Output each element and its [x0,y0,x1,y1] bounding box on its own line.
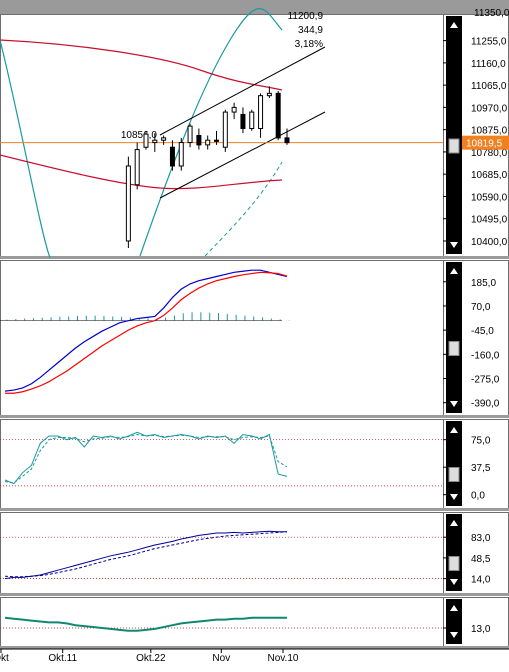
scrollbar-rsi[interactable] [446,514,462,591]
bollinger-lower-dashed-line [204,161,283,257]
top-value-label: 11350,0 [474,8,509,19]
panel-frame-bottom [0,597,509,647]
info-value-1: 11200,9 [288,11,324,22]
price-tick-label: 10685,0 [471,170,508,181]
candle-body [161,137,167,141]
ma-lower-line [0,154,283,190]
scroll-up-icon[interactable] [450,22,458,28]
candle-body [258,95,264,129]
candle-body [134,149,140,186]
price-tick-label: 10875,0 [471,126,508,137]
candle-body [222,111,228,148]
candle-body [196,135,202,146]
scroll-thumb[interactable] [448,138,460,154]
candle-body [187,125,193,144]
scrollbar-price[interactable] [446,16,462,254]
macd-line [4,269,288,392]
x-tick-label: Okt.11 [48,653,77,664]
info-value-3: 3,18% [295,39,323,50]
scroll-thumb[interactable] [448,341,460,356]
scroll-up-icon[interactable] [450,268,458,274]
candle-body [231,106,237,113]
scroll-up-icon[interactable] [450,520,458,526]
info-value-2: 344,9 [298,25,323,36]
candle-body [240,113,246,129]
last-price-tag-label: 10819,5 [466,139,503,150]
bottom-indicator-line [4,616,287,632]
scroll-up-icon[interactable] [450,605,458,611]
scroll-down-icon[interactable] [450,401,458,407]
x-tick-label: Okt [0,653,9,664]
tick-label-rsi: 83,0 [471,533,491,544]
bollinger-lower-left-line [0,39,51,259]
scrollbar-macd[interactable] [446,262,462,413]
price-tick-label: 11255,0 [471,37,507,48]
tick-label-rsi: 48,5 [471,554,491,565]
tick-label-macd: -45,0 [471,326,494,337]
tick-label-macd: -160,0 [471,350,500,361]
scroll-down-icon[interactable] [450,632,458,638]
tick-label-stochastic: 37,5 [471,463,491,474]
stoch-k-line [4,431,288,485]
x-tick-label: Nov.10 [268,653,299,664]
candle-body [152,139,158,144]
candle-body [284,137,290,144]
tick-label-macd: -275,0 [471,375,500,386]
x-tick-label: Okt.22 [136,653,166,664]
scroll-up-icon[interactable] [450,427,458,433]
tick-label-stochastic: 0,0 [471,491,485,502]
channel-lower-line [159,111,326,199]
ma-upper-line [0,39,283,91]
rsi-line [4,530,287,580]
candle-body [266,92,272,97]
tick-label-bottom: 13,0 [471,624,491,635]
price-tick-label: 10970,0 [471,103,508,114]
panel-frame-stochastic [0,419,509,509]
candle-body [275,92,281,139]
price-tick-label: 10590,0 [471,192,508,203]
panel-separator-macd [0,415,509,418]
price-marker-label: 10856,0 [121,130,158,141]
scroll-thumb[interactable] [448,556,460,571]
price-tick-label: 10495,0 [471,215,508,226]
panel-separator-bottom [0,646,509,649]
tick-label-stochastic: 75,0 [471,436,491,447]
last-price-tag [462,135,509,150]
panel-frame-price [0,14,509,257]
panel-frame-rsi [0,512,509,594]
bollinger-upper-line [139,8,283,257]
candle-body [169,146,175,167]
scrollbar-stochastic[interactable] [446,421,462,506]
scroll-down-icon[interactable] [450,494,458,500]
panel-frame-macd [0,260,509,416]
tick-label-macd: -390,0 [471,399,500,410]
price-tick-label: 11065,0 [471,81,507,92]
x-tick-label: Nov [212,653,230,664]
scrollbar-bottom[interactable] [446,599,462,644]
tick-label-rsi: 14,0 [471,575,491,586]
candle-body [125,165,131,242]
panel-separator-price [0,256,509,259]
rsi-signal-line [4,531,288,578]
candle-body [249,111,255,129]
panel-separator-rsi [0,593,509,596]
scroll-down-icon[interactable] [450,242,458,248]
tick-label-macd: 70,0 [471,302,491,313]
price-tick-label: 10400,0 [471,237,508,248]
price-tick-label: 10780,0 [471,148,508,159]
candle-body [205,139,211,146]
macd-signal-line [5,271,288,394]
candle-body [178,142,184,167]
tick-label-macd: 185,0 [471,278,496,289]
top-bar [0,0,509,14]
price-tick-label: 11160,0 [471,59,506,70]
scroll-thumb[interactable] [448,467,460,482]
panel-separator-stochastic [0,508,509,511]
channel-upper-line [159,46,326,136]
candle-body [214,139,219,142]
candle-body [143,133,149,148]
scroll-down-icon[interactable] [450,579,458,585]
